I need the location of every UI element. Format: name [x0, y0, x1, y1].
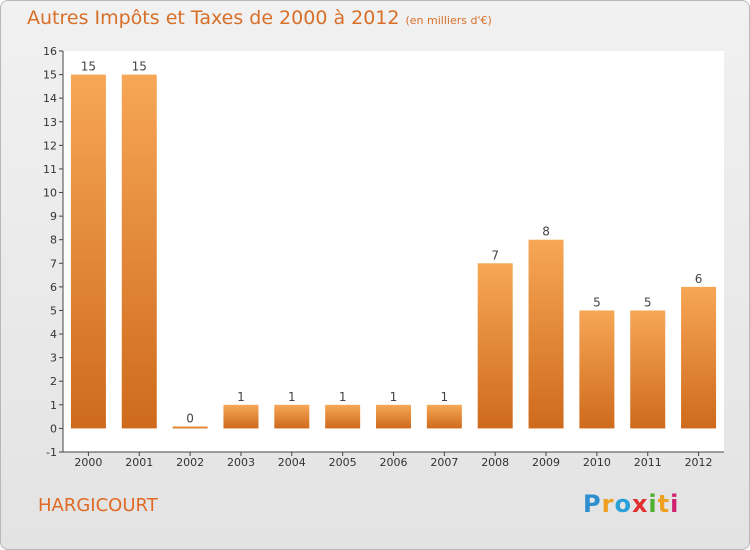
bar — [172, 426, 208, 429]
logo-letter: i — [648, 490, 658, 518]
data-label: 15 — [132, 60, 147, 74]
y-tick-label: 11 — [43, 163, 57, 176]
bar — [528, 239, 564, 429]
logo-letter: P — [583, 490, 602, 518]
chart-title: Autres Impôts et Taxes de 2000 à 2012 (en… — [27, 7, 492, 29]
data-label: 8 — [542, 225, 550, 239]
data-label: 1 — [288, 390, 296, 404]
logo-letter: o — [614, 490, 632, 518]
bar — [579, 310, 615, 429]
y-tick-label: -1 — [46, 446, 57, 459]
bar — [426, 404, 462, 429]
x-tick-label: 2010 — [583, 456, 611, 469]
y-tick-label: 14 — [43, 92, 57, 105]
x-tick-label: 2007 — [430, 456, 458, 469]
data-label: 1 — [441, 390, 449, 404]
x-tick-label: 2002 — [176, 456, 204, 469]
bar — [630, 310, 666, 429]
y-tick-label: 15 — [43, 69, 57, 82]
proxiti-logo: Proxiti — [583, 490, 679, 518]
data-label: 1 — [390, 390, 398, 404]
x-tick-label: 2000 — [74, 456, 102, 469]
x-tick-label: 2006 — [380, 456, 408, 469]
bar — [376, 404, 411, 429]
logo-letter: t — [657, 490, 671, 518]
bar — [121, 74, 157, 429]
logo-letter: i — [670, 490, 680, 518]
y-tick-label: 0 — [50, 422, 57, 435]
bar — [681, 286, 717, 429]
data-label: 1 — [339, 390, 347, 404]
bar — [70, 74, 106, 429]
y-tick-label: 16 — [43, 45, 57, 58]
data-label: 5 — [593, 295, 601, 309]
chart-subtitle: (en milliers d'€) — [405, 14, 492, 27]
bar — [274, 404, 310, 429]
x-tick-label: 2011 — [634, 456, 662, 469]
y-tick-label: 6 — [50, 281, 57, 294]
y-tick-label: 1 — [50, 399, 57, 412]
y-tick-label: 10 — [43, 187, 57, 200]
x-tick-label: 2003 — [227, 456, 255, 469]
y-tick-label: 9 — [50, 210, 57, 223]
logo-letter: r — [601, 490, 615, 518]
data-labels: 15 15 0 1 1 1 1 1 7 8 5 5 6 — [81, 60, 703, 426]
x-tick-label: 2004 — [278, 456, 306, 469]
x-axis: 2000 2001 2002 2003 2004 2005 2006 2007 2008 2009… — [63, 451, 724, 469]
data-label: 15 — [81, 60, 96, 74]
bar — [223, 404, 259, 429]
city-name: HARGICOURT — [38, 495, 158, 516]
y-tick-label: 3 — [50, 352, 57, 365]
y-tick-label: 7 — [50, 257, 57, 270]
bars — [70, 74, 717, 429]
chart-title-text: Autres Impôts et Taxes de 2000 à 2012 — [27, 7, 400, 29]
data-label: 0 — [186, 411, 194, 425]
y-tick-label: 13 — [43, 116, 57, 129]
logo-letter: x — [631, 490, 649, 518]
data-label: 5 — [644, 295, 652, 309]
y-tick-label: 8 — [50, 234, 57, 247]
bar — [325, 404, 361, 429]
x-tick-label: 2001 — [125, 456, 153, 469]
y-tick-label: 4 — [50, 328, 57, 341]
x-tick-label: 2008 — [481, 456, 509, 469]
x-tick-label: 2005 — [329, 456, 357, 469]
x-tick-label: 2012 — [685, 456, 713, 469]
data-label: 1 — [237, 390, 245, 404]
y-tick-label: 12 — [43, 139, 57, 152]
bar — [477, 263, 513, 429]
x-tick-label: 2009 — [532, 456, 560, 469]
data-label: 7 — [491, 248, 499, 262]
y-tick-label: 2 — [50, 375, 57, 388]
y-tick-label: 5 — [50, 304, 57, 317]
data-label: 6 — [695, 272, 703, 286]
